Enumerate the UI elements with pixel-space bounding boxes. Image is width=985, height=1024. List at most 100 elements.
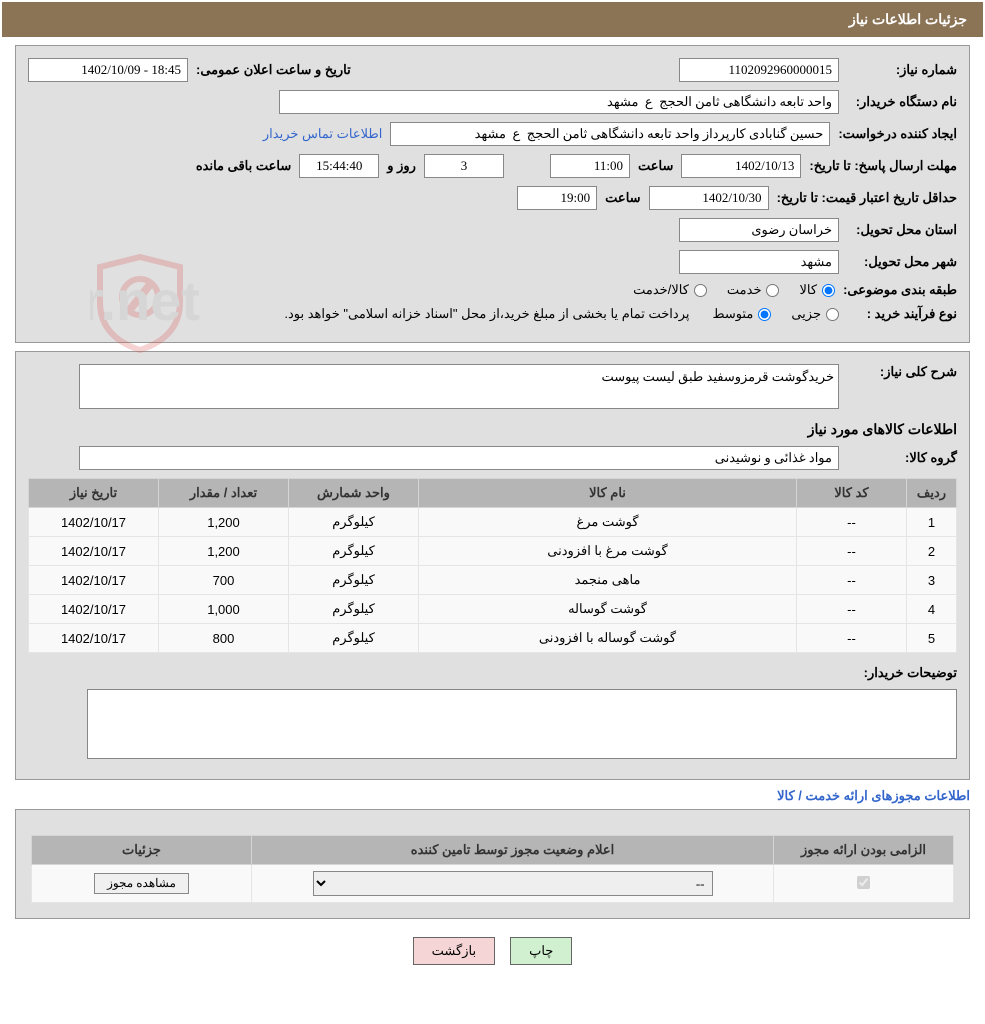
table-cell: کیلوگرم xyxy=(289,537,419,566)
th-name: نام کالا xyxy=(419,479,797,508)
table-row: 5--گوشت گوساله با افزودنیکیلوگرم8001402/… xyxy=(29,624,957,653)
proc-partial-label: جزیی xyxy=(791,306,821,322)
category-radio-group: کالا خدمت کالا/خدمت xyxy=(633,282,835,298)
table-cell: 1402/10/17 xyxy=(29,566,159,595)
announce-label: تاریخ و ساعت اعلان عمومی: xyxy=(196,62,351,78)
need-no-field[interactable] xyxy=(679,58,839,82)
table-cell: 1 xyxy=(907,508,957,537)
table-cell: گوشت گوساله xyxy=(419,595,797,624)
proc-partial-radio[interactable] xyxy=(826,308,839,321)
validity-date-field[interactable] xyxy=(649,186,769,210)
time-label-2: ساعت xyxy=(605,190,640,206)
table-cell: کیلوگرم xyxy=(289,595,419,624)
th-row: ردیف xyxy=(907,479,957,508)
cat-both-label: کالا/خدمت xyxy=(633,282,689,298)
cat-both-radio[interactable] xyxy=(694,284,707,297)
table-cell: 3 xyxy=(907,566,957,595)
province-field[interactable] xyxy=(679,218,839,242)
proc-medium-radio[interactable] xyxy=(758,308,771,321)
status-select[interactable]: -- xyxy=(313,871,713,896)
mandatory-checkbox[interactable] xyxy=(857,876,870,889)
table-cell: 1402/10/17 xyxy=(29,537,159,566)
license-panel: الزامی بودن ارائه مجوز اعلام وضعیت مجوز … xyxy=(15,809,970,919)
page-header: جزئیات اطلاعات نیاز xyxy=(2,2,983,37)
action-buttons: چاپ بازگشت xyxy=(0,937,985,965)
table-cell: 1402/10/17 xyxy=(29,595,159,624)
license-table: الزامی بودن ارائه مجوز اعلام وضعیت مجوز … xyxy=(31,835,954,903)
table-cell: 1,200 xyxy=(159,508,289,537)
table-cell: 1,000 xyxy=(159,595,289,624)
table-cell: 700 xyxy=(159,566,289,595)
need-no-label: شماره نیاز: xyxy=(847,62,957,78)
time-label-1: ساعت xyxy=(638,158,673,174)
table-cell: 1402/10/17 xyxy=(29,624,159,653)
info-panel: شماره نیاز: تاریخ و ساعت اعلان عمومی: نا… xyxy=(15,45,970,343)
group-label: گروه کالا: xyxy=(847,450,957,466)
desc-textarea[interactable]: خریدگوشت قرمزوسفید طبق لیست پیوست xyxy=(79,364,839,409)
desc-label: شرح کلی نیاز: xyxy=(847,364,957,380)
goods-section-title: اطلاعات کالاهای مورد نیاز xyxy=(28,421,957,438)
table-cell: 4 xyxy=(907,595,957,624)
cat-goods-label: کالا xyxy=(799,282,817,298)
table-row: 4--گوشت گوسالهکیلوگرم1,0001402/10/17 xyxy=(29,595,957,624)
province-label: استان محل تحویل: xyxy=(847,222,957,238)
contact-link[interactable]: اطلاعات تماس خریدار xyxy=(263,126,382,142)
license-row: -- مشاهده مجوز xyxy=(32,865,954,903)
time-remain-field[interactable] xyxy=(299,154,379,178)
table-row: 3--ماهی منجمدکیلوگرم7001402/10/17 xyxy=(29,566,957,595)
table-cell: -- xyxy=(797,566,907,595)
table-cell: -- xyxy=(797,508,907,537)
validity-label: حداقل تاریخ اعتبار قیمت: تا تاریخ: xyxy=(777,190,957,206)
process-label: نوع فرآیند خرید : xyxy=(847,306,957,322)
buyer-org-label: نام دستگاه خریدار: xyxy=(847,94,957,110)
back-button[interactable]: بازگشت xyxy=(413,937,495,965)
remain-suffix-label: ساعت باقی مانده xyxy=(196,158,291,174)
category-label: طبقه بندی موضوعی: xyxy=(843,282,957,298)
th-date: تاریخ نیاز xyxy=(29,479,159,508)
requester-label: ایجاد کننده درخواست: xyxy=(838,126,957,142)
city-field[interactable] xyxy=(679,250,839,274)
buyer-notes-textarea[interactable] xyxy=(87,689,957,759)
table-cell: 800 xyxy=(159,624,289,653)
print-button[interactable]: چاپ xyxy=(510,937,572,965)
deadline-label: مهلت ارسال پاسخ: تا تاریخ: xyxy=(809,158,957,174)
table-cell: کیلوگرم xyxy=(289,508,419,537)
license-caption: اطلاعات مجوزهای ارائه خدمت / کالا xyxy=(15,788,970,804)
days-and-label: روز و xyxy=(387,158,416,174)
th-qty: تعداد / مقدار xyxy=(159,479,289,508)
table-cell: کیلوگرم xyxy=(289,624,419,653)
table-cell: 1402/10/17 xyxy=(29,508,159,537)
days-remain-field[interactable] xyxy=(424,154,504,178)
cat-service-radio[interactable] xyxy=(766,284,779,297)
table-cell: 1,200 xyxy=(159,537,289,566)
th-code: کد کالا xyxy=(797,479,907,508)
cat-service-label: خدمت xyxy=(727,282,762,298)
buyer-notes-label: توضیحات خریدار: xyxy=(847,665,957,681)
th-status: اعلام وضعیت مجوز توسط تامین کننده xyxy=(252,836,774,865)
table-cell: گوشت مرغ با افزودنی xyxy=(419,537,797,566)
th-detail: جزئیات xyxy=(32,836,252,865)
deadline-date-field[interactable] xyxy=(681,154,801,178)
buyer-org-field[interactable] xyxy=(279,90,839,114)
city-label: شهر محل تحویل: xyxy=(847,254,957,270)
table-cell: گوشت مرغ xyxy=(419,508,797,537)
table-cell: -- xyxy=(797,595,907,624)
proc-medium-label: متوسط xyxy=(712,306,753,322)
validity-time-field[interactable] xyxy=(517,186,597,210)
announce-field[interactable] xyxy=(28,58,188,82)
cat-goods-radio[interactable] xyxy=(822,284,835,297)
table-cell: 2 xyxy=(907,537,957,566)
table-cell: 5 xyxy=(907,624,957,653)
details-panel: شرح کلی نیاز: خریدگوشت قرمزوسفید طبق لیس… xyxy=(15,351,970,780)
th-mandatory: الزامی بودن ارائه مجوز xyxy=(774,836,954,865)
process-note: پرداخت تمام یا بخشی از مبلغ خرید،از محل … xyxy=(284,306,689,322)
table-cell: کیلوگرم xyxy=(289,566,419,595)
table-cell: -- xyxy=(797,537,907,566)
deadline-time-field[interactable] xyxy=(550,154,630,178)
goods-table: ردیف کد کالا نام کالا واحد شمارش تعداد /… xyxy=(28,478,957,653)
table-cell: -- xyxy=(797,624,907,653)
process-radio-group: جزیی متوسط xyxy=(712,306,839,322)
requester-field[interactable] xyxy=(390,122,830,146)
group-field[interactable] xyxy=(79,446,839,470)
view-license-button[interactable]: مشاهده مجوز xyxy=(94,873,189,894)
